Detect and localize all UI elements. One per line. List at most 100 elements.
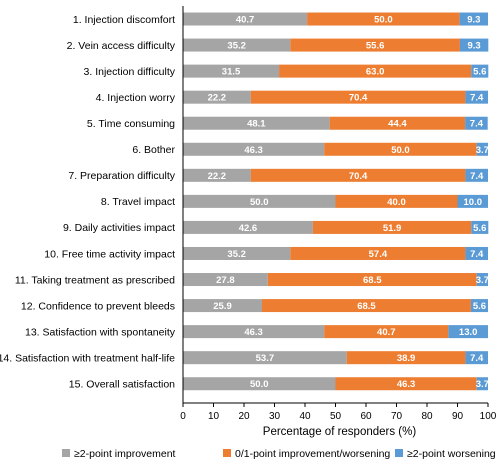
bar-segment <box>312 220 472 234</box>
bar-segment <box>183 194 336 208</box>
data-label: 35.2 <box>227 41 246 52</box>
bar-segment <box>471 64 489 78</box>
category-label: 7. Preparation difficulty <box>68 170 175 182</box>
data-label: 51.9 <box>383 223 402 234</box>
bar-segment <box>290 246 466 260</box>
data-label: 25.9 <box>213 301 232 312</box>
data-label: 7.4 <box>470 171 484 182</box>
category-label: 10. Free time activity impact <box>44 248 175 260</box>
category-label: 15. Overall satisfaction <box>69 379 175 391</box>
bar-segment <box>279 64 472 78</box>
bar-segment <box>471 220 489 234</box>
bar-segment <box>324 325 449 339</box>
data-label: 40.0 <box>387 197 406 208</box>
bar-segment <box>183 273 268 287</box>
category-label: 6. Bother <box>132 144 175 156</box>
data-label: 42.6 <box>239 223 258 234</box>
data-label: 3.7 <box>476 275 489 286</box>
bar-segment <box>335 194 458 208</box>
bar-segment <box>329 116 466 130</box>
category-label: 4. Injection worry <box>96 92 176 104</box>
bar-segment <box>465 246 488 260</box>
data-label: 7.4 <box>470 353 484 364</box>
bar-segment <box>183 90 251 104</box>
legend-label: ≥2-point worsening <box>407 448 496 460</box>
data-label: 57.4 <box>369 249 388 260</box>
x-tick-label: 50 <box>330 411 342 422</box>
bar-segment <box>183 38 291 52</box>
bar-segment <box>183 246 291 260</box>
x-tick-label: 20 <box>238 411 250 422</box>
data-label: 3.7 <box>476 379 489 390</box>
bar-segment <box>183 64 280 78</box>
data-label: 31.5 <box>222 67 241 78</box>
bar-segment <box>183 142 325 156</box>
x-tick-label: 70 <box>391 411 403 422</box>
data-label: 5.6 <box>473 67 486 78</box>
data-label: 40.7 <box>377 327 396 338</box>
data-label: 13.0 <box>459 327 478 338</box>
x-tick-label: 0 <box>180 411 186 422</box>
data-label: 35.2 <box>227 249 246 260</box>
bar-segment <box>459 12 488 26</box>
data-label: 5.6 <box>473 301 486 312</box>
data-label: 46.3 <box>244 327 263 338</box>
data-label: 9.3 <box>467 15 480 26</box>
bar-segment <box>250 90 466 104</box>
bar-segment <box>465 116 488 130</box>
data-label: 50.0 <box>374 15 393 26</box>
category-label: 2. Vein access difficulty <box>67 40 176 52</box>
bar-segment <box>324 142 477 156</box>
category-label: 11. Taking treatment as prescribed <box>15 274 175 286</box>
bar-segment <box>183 351 347 365</box>
x-tick-label: 10 <box>208 411 220 422</box>
data-label: 9.3 <box>468 41 481 52</box>
data-label: 40.7 <box>236 15 255 26</box>
bar-segment <box>183 12 308 26</box>
bar-segment <box>346 351 466 365</box>
bar-segment <box>290 38 460 52</box>
x-tick-label: 40 <box>299 411 311 422</box>
bar-segment <box>183 299 262 313</box>
bar-segment <box>470 299 488 313</box>
bar-segment <box>183 325 325 339</box>
legend-swatch <box>223 449 231 457</box>
bar-segment <box>307 12 460 26</box>
data-label: 7.4 <box>470 93 484 104</box>
data-label: 7.4 <box>470 119 484 130</box>
legend-swatch <box>62 449 70 457</box>
data-label: 53.7 <box>256 353 275 364</box>
data-label: 55.6 <box>366 41 385 52</box>
data-label: 70.4 <box>349 93 368 104</box>
category-label: 12. Confidence to prevent bleeds <box>21 300 175 312</box>
bar-segment <box>183 377 336 391</box>
data-label: 63.0 <box>366 67 385 78</box>
category-label: 5. Time consuming <box>87 118 175 130</box>
data-label: 5.6 <box>473 223 486 234</box>
bar-segment <box>476 273 488 287</box>
bar-segment <box>183 168 251 182</box>
category-label: 14. Satisfaction with treatment half-lif… <box>0 352 175 364</box>
data-label: 50.0 <box>250 379 269 390</box>
bar-segment <box>465 351 488 365</box>
bar-segment <box>448 325 488 339</box>
x-tick-label: 100 <box>480 411 497 422</box>
data-label: 7.4 <box>470 249 484 260</box>
bar-segment <box>476 142 488 156</box>
data-label: 46.3 <box>244 145 263 156</box>
bar-segment <box>335 377 477 391</box>
bar-segment <box>457 194 488 208</box>
data-label: 44.4 <box>388 119 407 130</box>
bar-segment <box>465 90 488 104</box>
x-tick-label: 80 <box>421 411 433 422</box>
bar-segment <box>476 377 488 391</box>
x-tick-label: 60 <box>360 411 372 422</box>
category-label: 3. Injection difficulty <box>84 66 176 78</box>
data-label: 68.5 <box>363 275 382 286</box>
data-label: 46.3 <box>397 379 416 390</box>
legend-label: 0/1-point improvement/worsening <box>235 448 390 460</box>
x-tick-label: 90 <box>452 411 464 422</box>
legend-label: ≥2-point improvement <box>74 448 176 460</box>
